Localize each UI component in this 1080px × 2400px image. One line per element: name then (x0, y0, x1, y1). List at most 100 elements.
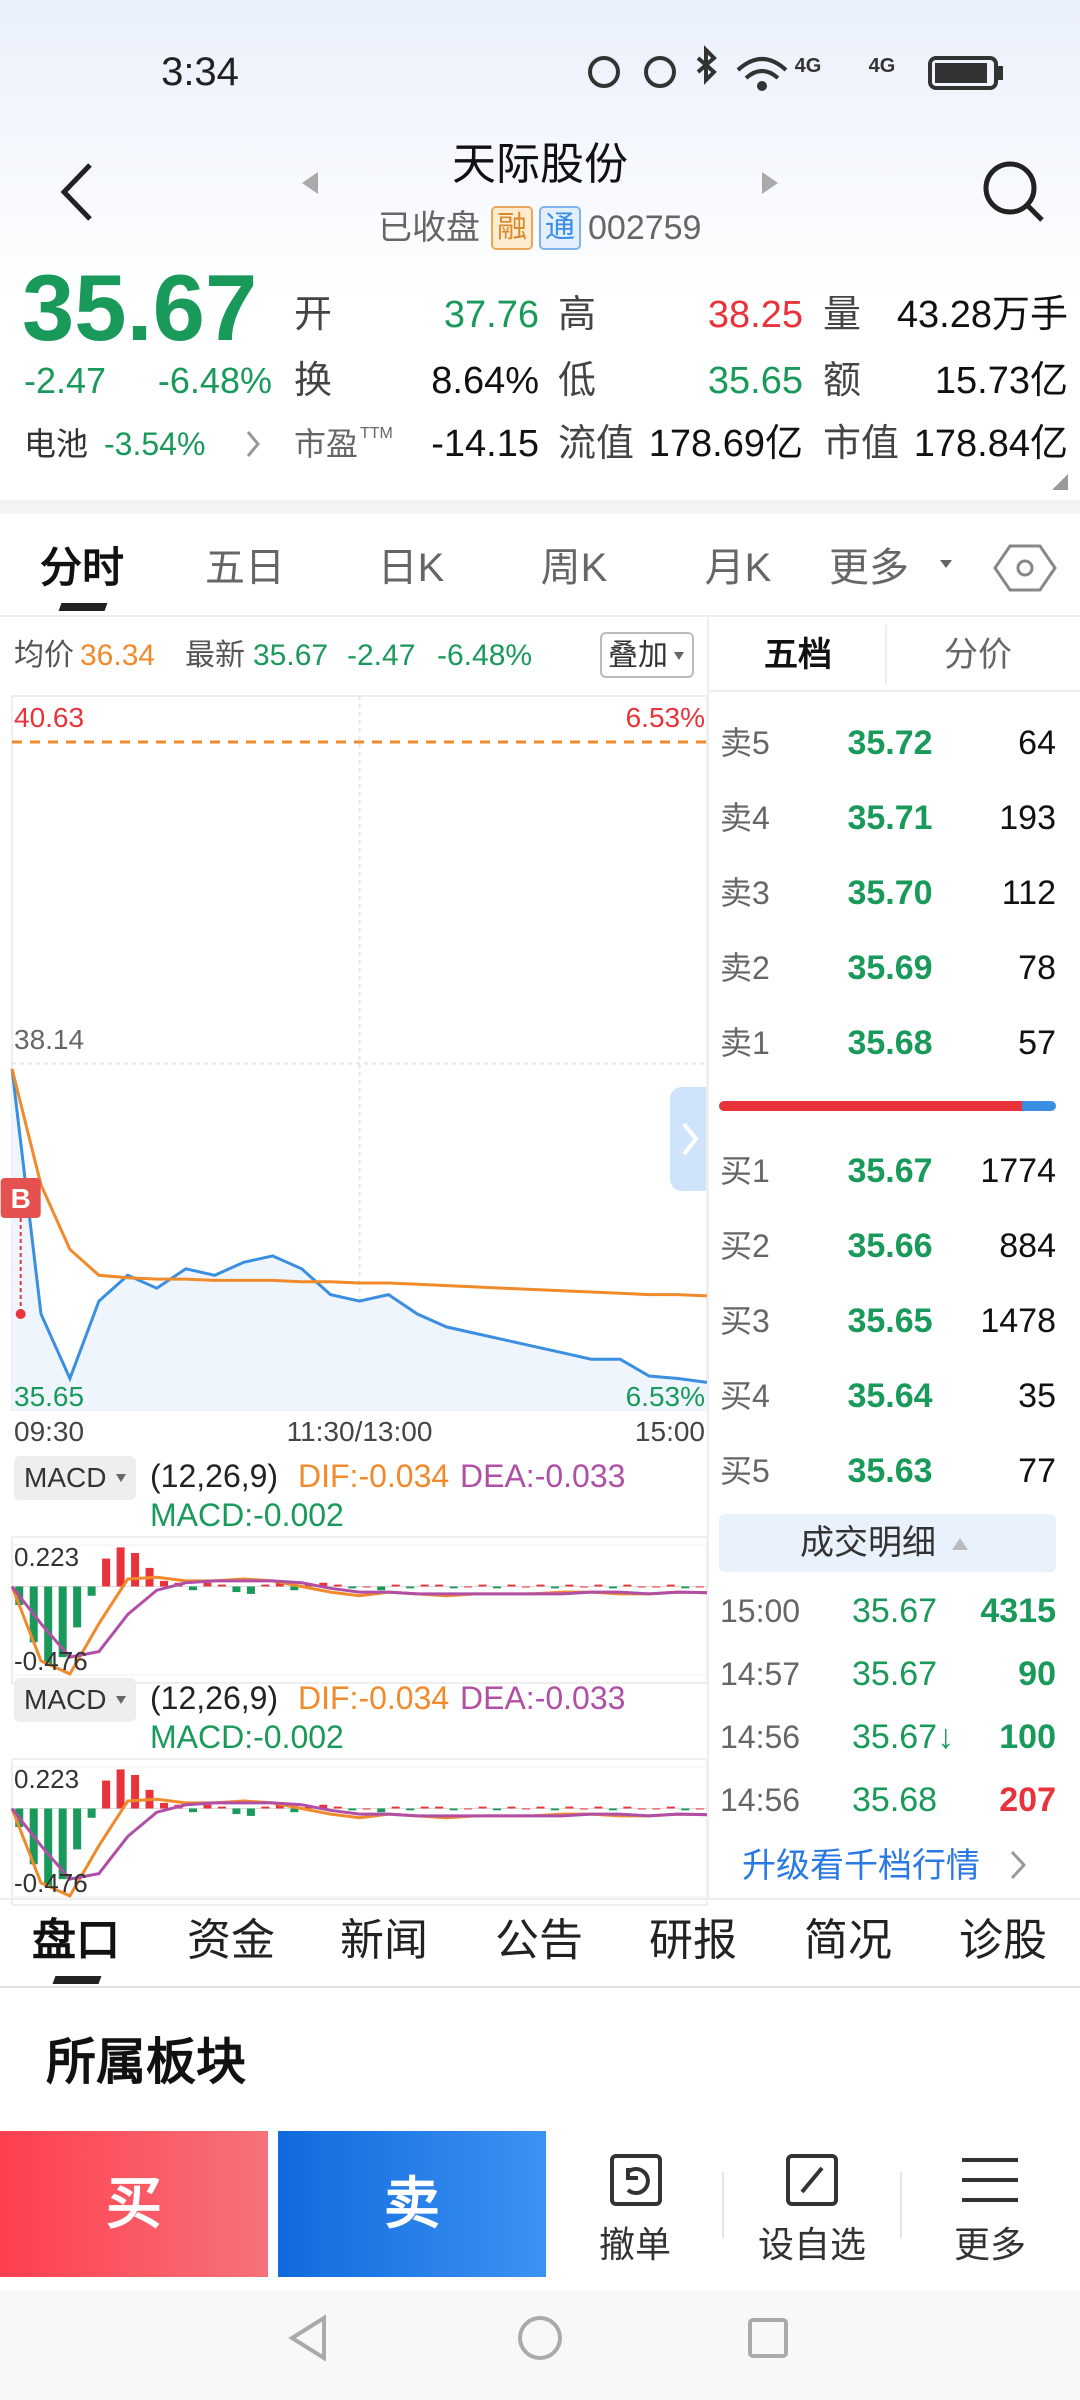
watch-icon (786, 2154, 838, 2206)
trade-time: 14:56 (720, 1719, 801, 1755)
macd-tick-label: -0.476 (14, 1868, 88, 1898)
bottom-tab[interactable]: 盘口 (32, 1916, 120, 1965)
latest-change-pct: -6.48% (437, 639, 533, 672)
stat-label: 低 (558, 360, 597, 402)
buy-button[interactable] (0, 2131, 268, 2277)
orderbook-tab[interactable]: 五档 (764, 636, 832, 674)
stat-label: 高 (558, 294, 597, 336)
trade-caret (952, 1538, 968, 1550)
book-price: 35.72 (847, 724, 933, 762)
chart-tab[interactable]: 周K (540, 546, 608, 590)
stat-value: 178.84亿 (913, 423, 1068, 465)
bottom-tab[interactable]: 公告 (495, 1916, 583, 1965)
stat-label: 开 (294, 294, 333, 336)
y-tick-label: 35.65 (14, 1381, 85, 1412)
watch-label[interactable]: 设自选 (757, 2224, 867, 2265)
book-price: 35.66 (847, 1227, 933, 1265)
battery-arrow (246, 431, 260, 457)
macd-params: (12,26,9) (150, 1458, 279, 1494)
market-status: 已收盘 (378, 209, 480, 247)
latest-change: -2.47 (347, 639, 416, 672)
chart-tab[interactable]: 分时 (39, 544, 125, 591)
tab-divider (0, 615, 1080, 617)
stat-label: 换 (294, 360, 333, 402)
chart-tab[interactable]: 更多 (829, 546, 909, 590)
bottom-tab[interactable]: 简况 (804, 1916, 892, 1965)
book-volume: 884 (999, 1227, 1056, 1265)
macd-box[interactable] (14, 1678, 136, 1722)
network-label: 4G (868, 55, 896, 77)
book-price: 35.71 (847, 799, 933, 837)
status-icons (588, 45, 1003, 91)
stat-value: 35.65 (707, 360, 803, 402)
stat-label: 额 (823, 360, 862, 402)
more-label[interactable]: 更多 (953, 2224, 1027, 2265)
bottom-tab[interactable]: 研报 (649, 1916, 737, 1965)
sector-label: 电池 (24, 426, 89, 462)
network-label: 4G (794, 55, 822, 77)
book-label: 卖3 (720, 875, 770, 911)
chart-tab[interactable]: 日K (377, 546, 445, 590)
book-label: 卖2 (720, 950, 770, 986)
bottom-tab[interactable]: 新闻 (340, 1916, 428, 1965)
orderbook-header-line (709, 690, 1080, 692)
search-button[interactable] (983, 161, 1044, 222)
book-volume: 112 (1001, 874, 1056, 912)
overlay-label[interactable]: 叠加 (608, 639, 668, 672)
trade-price: 35.67 (852, 1592, 938, 1630)
book-price: 35.68 (847, 1024, 933, 1062)
avg-label: 均价 (14, 639, 74, 672)
trade-title-bg[interactable] (719, 1514, 1056, 1572)
book-price: 35.63 (847, 1452, 933, 1490)
separator (0, 500, 1080, 514)
book-volume: 35 (1018, 1377, 1056, 1415)
sell-label[interactable]: 卖 (384, 2172, 440, 2235)
orderbook-tab[interactable]: 分价 (944, 636, 1012, 674)
book-label: 卖5 (720, 725, 770, 761)
prev-stock[interactable] (302, 172, 318, 194)
chart-tab[interactable]: 五日 (205, 546, 285, 590)
back-button[interactable] (60, 163, 92, 221)
book-label: 卖1 (720, 1025, 770, 1061)
book-volume: 1774 (980, 1152, 1056, 1190)
chart-tab[interactable]: 月K (704, 546, 772, 590)
tag-margin: 融 (497, 211, 527, 244)
sell-button[interactable] (278, 2131, 546, 2277)
macd-params: (12,26,9) (150, 1680, 279, 1716)
book-volume: 78 (1018, 949, 1056, 987)
cancel-label[interactable]: 撤单 (598, 2224, 672, 2265)
book-volume: 64 (1018, 724, 1056, 762)
overlay-button[interactable] (600, 632, 694, 678)
book-label: 买5 (720, 1453, 770, 1489)
bottom-tab[interactable]: 资金 (187, 1916, 275, 1965)
upgrade-link[interactable]: 升级看千档行情 (742, 1847, 980, 1885)
y-tick-label: 38.14 (14, 1023, 85, 1055)
section-title: 所属板块 (46, 2034, 246, 2090)
macd-name[interactable]: MACD (24, 1462, 107, 1493)
macd-tick-label: 0.223 (14, 1542, 80, 1572)
next-stock[interactable] (762, 172, 778, 194)
buy-label[interactable]: 买 (106, 2172, 162, 2235)
nav-buttons[interactable] (288, 2314, 788, 2362)
upgrade-arrow (1010, 1850, 1027, 1880)
quote-corner (1052, 474, 1068, 490)
settings-icon[interactable] (993, 544, 1057, 592)
action-divider (900, 2172, 902, 2238)
action-divider (722, 2172, 724, 2238)
macd-box[interactable] (14, 1456, 136, 1500)
avg-value: 36.34 (80, 639, 156, 672)
macd-name[interactable]: MACD (24, 1684, 107, 1715)
stat-label-sup: TTM (360, 425, 393, 442)
book-price: 35.70 (847, 874, 933, 912)
ratio-bar-sell (719, 1101, 1022, 1111)
book-label: 买2 (720, 1228, 770, 1264)
trade-title[interactable]: 成交明细 (800, 1524, 936, 1562)
book-label: 买4 (720, 1378, 770, 1414)
book-label: 卖4 (720, 800, 770, 836)
cancel-icon (610, 2154, 662, 2206)
y-tick-label: 40.63 (14, 702, 85, 733)
x-tick-label: 15:00 (634, 1416, 705, 1447)
bottom-tab[interactable]: 诊股 (959, 1916, 1047, 1965)
macd-caret (116, 1696, 126, 1704)
